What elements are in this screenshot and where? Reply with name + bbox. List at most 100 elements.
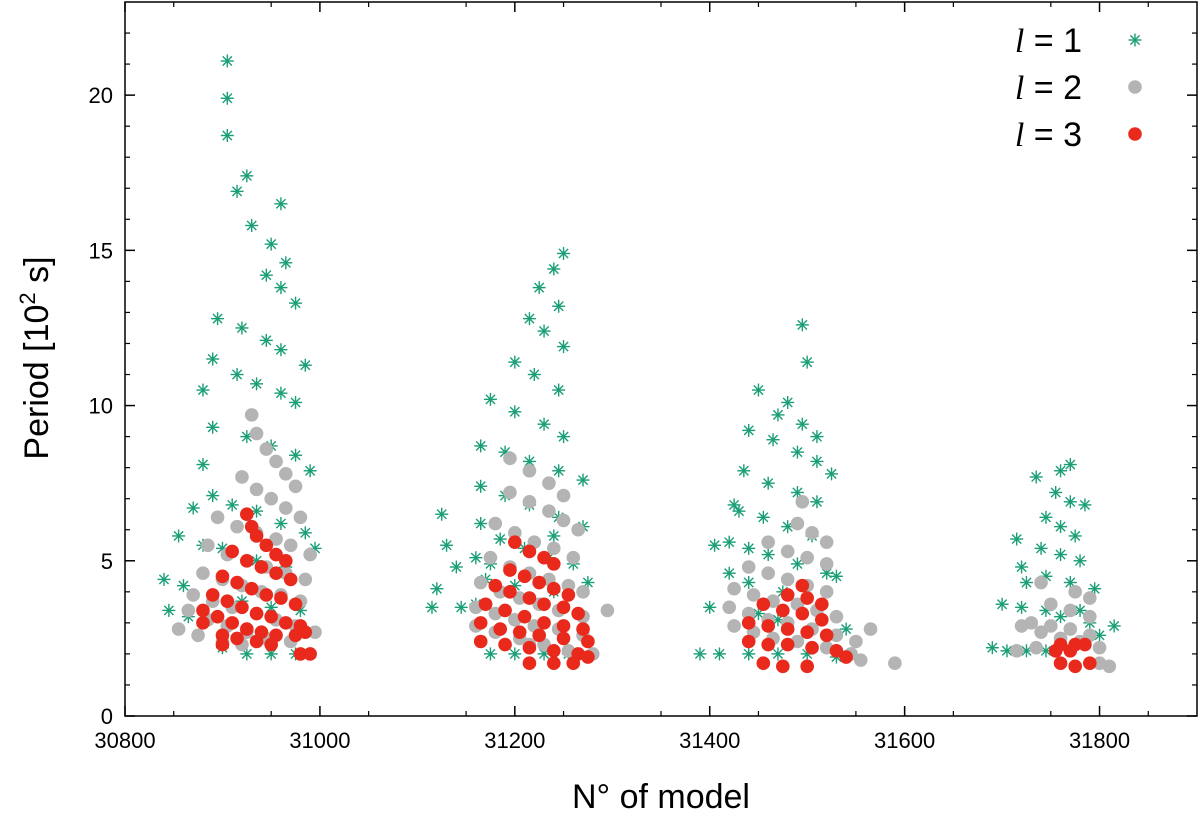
point-s3-20 [249, 606, 264, 621]
point-s1-73 [557, 430, 571, 444]
point-s2-5 [288, 479, 303, 494]
point-s2-93 [819, 557, 834, 571]
point-s2-22 [298, 572, 313, 587]
point-s1-162 [995, 597, 1009, 611]
point-s3-63 [512, 625, 527, 639]
point-s1-21 [289, 395, 303, 409]
point-s1-10 [274, 281, 288, 295]
point-s3-77 [780, 588, 795, 602]
point-s1-19 [250, 377, 264, 391]
point-s2-98 [819, 585, 834, 599]
point-s3-11 [215, 569, 230, 584]
point-s2-95 [761, 566, 775, 580]
legend-label-var-1: l [1015, 23, 1024, 60]
point-s2-88 [805, 526, 819, 540]
point-s3-58 [537, 616, 551, 630]
point-s1-60 [557, 246, 571, 260]
point-s1-64 [522, 312, 536, 326]
point-s1-63 [552, 299, 566, 313]
point-s1-121 [727, 498, 741, 512]
point-s1-35 [172, 529, 186, 543]
point-s3-43 [547, 557, 561, 571]
point-s2-126 [1083, 609, 1097, 624]
point-s1-8 [279, 256, 293, 270]
point-s1-18 [230, 368, 244, 382]
point-s1-148 [1063, 495, 1077, 509]
point-s3-55 [478, 597, 493, 612]
legend-label-3: l = 3 [1015, 116, 1082, 154]
legend-marker-1 [1128, 33, 1142, 47]
point-s1-74 [474, 439, 488, 453]
point-s1-173 [1093, 628, 1107, 642]
point-s2-4 [279, 467, 293, 481]
point-s3-33 [215, 628, 230, 643]
point-s3-15 [274, 591, 288, 605]
point-s3-102 [1063, 644, 1078, 658]
point-s3-8 [254, 560, 269, 574]
point-s3-22 [279, 616, 293, 630]
tick-labels: 30800 31000 31200 31400 31600 31800 0 5 10 15 20 [89, 83, 1131, 753]
series-2 [171, 408, 1117, 674]
point-s2-135 [1092, 640, 1107, 655]
point-s3-49 [488, 578, 503, 593]
point-s3-69 [522, 640, 537, 655]
legend-label-2: l = 2 [1015, 69, 1082, 107]
point-s1-165 [1054, 610, 1068, 624]
point-s3-13 [244, 581, 259, 596]
point-s2-14 [269, 532, 283, 546]
y-tick-label-0: 0 [101, 704, 113, 729]
point-s2-23 [196, 566, 210, 580]
point-s2-90 [761, 535, 775, 549]
point-s1-151 [1054, 520, 1068, 534]
point-s2-6 [235, 470, 249, 484]
point-s1-5 [274, 197, 288, 211]
point-s3-81 [776, 603, 790, 618]
point-s1-77 [552, 464, 566, 478]
point-s3-34 [230, 631, 244, 646]
point-s2-47 [522, 463, 537, 478]
x-tick-label-0: 30800 [94, 728, 155, 753]
point-s1-111 [810, 454, 824, 468]
point-s1-14 [259, 333, 273, 347]
point-s1-147 [1049, 485, 1063, 499]
point-s3-68 [498, 637, 512, 652]
plot-frame [124, 1, 1198, 717]
point-s2-0 [244, 408, 259, 422]
point-s2-96 [780, 572, 795, 587]
point-s1-55 [440, 538, 454, 552]
point-s2-112 [727, 619, 741, 633]
point-s1-70 [483, 392, 497, 406]
point-s3-16 [288, 597, 303, 612]
point-s1-41 [157, 572, 171, 586]
point-s3-82 [795, 606, 810, 621]
point-s2-106 [741, 606, 756, 621]
point-s3-93 [829, 644, 844, 658]
point-s1-128 [722, 566, 736, 580]
point-s2-2 [259, 442, 274, 456]
point-s2-129 [1063, 622, 1078, 636]
point-s2-49 [556, 488, 571, 503]
point-s3-46 [532, 575, 546, 590]
point-s1-66 [557, 340, 571, 354]
point-s1-129 [742, 576, 756, 590]
point-s3-14 [259, 588, 274, 602]
point-s1-97 [508, 647, 522, 661]
point-s2-48 [542, 476, 556, 490]
point-s2-119 [888, 656, 902, 671]
point-s3-70 [547, 644, 561, 658]
point-s3-84 [741, 616, 756, 630]
point-s3-6 [225, 544, 239, 559]
point-s1-56 [430, 582, 444, 596]
point-s1-4 [230, 184, 244, 198]
point-s2-118 [853, 653, 868, 667]
point-s1-1 [220, 91, 234, 105]
point-s2-68 [512, 591, 527, 605]
point-s3-17 [205, 588, 220, 602]
point-s1-33 [298, 526, 312, 540]
point-s3-78 [800, 591, 814, 605]
point-s2-111 [849, 634, 863, 649]
point-s1-131 [829, 569, 843, 583]
point-s3-103 [1053, 656, 1068, 671]
point-s3-19 [235, 600, 249, 615]
point-s1-116 [810, 495, 824, 509]
